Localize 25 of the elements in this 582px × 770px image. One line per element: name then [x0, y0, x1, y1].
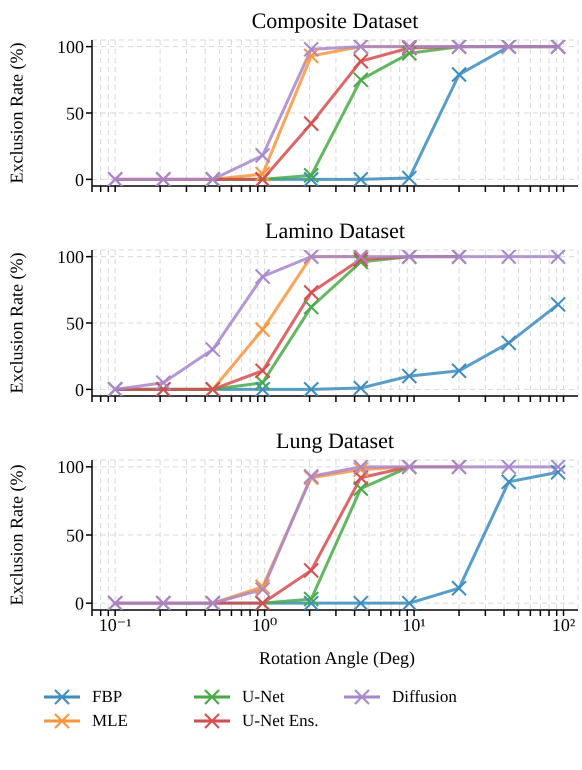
x-tick-label: 10⁻¹	[98, 614, 132, 635]
chart-title: Composite Dataset	[250, 8, 420, 34]
legend-label: MLE	[92, 711, 128, 731]
y-axis-title: Exclusion Rate (%)	[6, 252, 26, 394]
y-tick-label: 0	[75, 380, 84, 400]
x-tick-label: 10²	[552, 614, 576, 635]
y-tick-label: 50	[66, 313, 84, 334]
legend-label: U-Net	[242, 687, 284, 707]
legend-label: U-Net Ens.	[242, 711, 318, 731]
y-axis-title: Exclusion Rate (%)	[6, 42, 26, 184]
x-axis-title: Rotation Angle (Deg)	[258, 648, 416, 669]
y-tick-label: 100	[57, 37, 84, 58]
x-tick-label: 10⁰	[252, 614, 278, 635]
y-tick-label: 0	[75, 170, 84, 190]
chart-title: Lamino Dataset	[264, 218, 406, 244]
x-tick-label: 10¹	[402, 614, 426, 635]
y-tick-label: 50	[66, 103, 84, 124]
y-tick-label: 50	[66, 525, 84, 546]
y-tick-label: 0	[75, 594, 84, 614]
legend-label: FBP	[92, 687, 122, 707]
y-tick-label: 100	[57, 247, 84, 268]
y-axis-title: Exclusion Rate (%)	[6, 464, 26, 606]
y-tick-label: 100	[57, 457, 84, 478]
legend-label: Diffusion	[392, 687, 457, 707]
chart-title: Lung Dataset	[275, 428, 395, 454]
